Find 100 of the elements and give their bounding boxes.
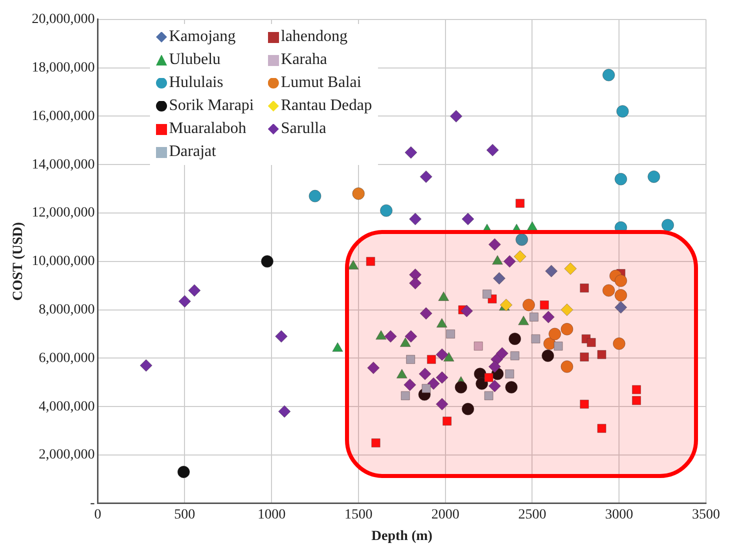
point xyxy=(352,187,365,200)
x-tick-label: 1500 xyxy=(344,507,372,522)
point xyxy=(436,371,448,384)
legend-label: Darajat xyxy=(169,143,216,161)
legend-label: Kamojang xyxy=(169,28,236,46)
point xyxy=(406,354,416,364)
point xyxy=(614,274,628,288)
point xyxy=(462,212,474,226)
legend-label: Sarulla xyxy=(280,120,326,138)
point xyxy=(371,438,380,448)
x-axis-title: Depth (m) xyxy=(371,529,433,544)
point xyxy=(420,307,432,320)
y-tick-label: 14,000,000 xyxy=(32,157,95,172)
point xyxy=(500,298,512,312)
point xyxy=(404,330,418,343)
point xyxy=(188,284,201,297)
x-tick-label: 3000 xyxy=(605,507,634,522)
y-tick-label: 6,000,000 xyxy=(38,350,95,366)
point xyxy=(602,68,615,82)
point xyxy=(492,272,506,285)
point xyxy=(560,304,574,316)
point xyxy=(366,256,376,266)
point xyxy=(436,318,448,328)
point xyxy=(332,342,344,352)
y-tick-label: - xyxy=(90,496,96,512)
point xyxy=(632,385,641,394)
legend-label: Sorik Marapi xyxy=(169,97,254,115)
point xyxy=(542,350,554,362)
point xyxy=(518,316,529,326)
point xyxy=(308,190,322,202)
point xyxy=(548,328,562,340)
x-tick-label: 2000 xyxy=(431,507,460,522)
x-tick-label: 3500 xyxy=(692,507,720,522)
legend-label: Hululais xyxy=(169,74,224,92)
point xyxy=(460,304,473,318)
y-tick-label: 8,000,000 xyxy=(38,302,95,318)
legend-label: lahendong xyxy=(280,28,348,46)
point xyxy=(597,350,606,360)
point xyxy=(409,212,422,226)
point xyxy=(580,352,589,362)
point xyxy=(482,290,492,299)
point xyxy=(602,284,615,297)
legend-label: Ulubelu xyxy=(169,51,221,69)
point xyxy=(426,354,436,364)
point xyxy=(531,334,540,344)
point xyxy=(436,398,448,410)
point xyxy=(488,238,501,251)
point xyxy=(384,330,397,343)
point xyxy=(648,170,660,183)
y-tick-label: 18,000,000 xyxy=(32,60,95,76)
point xyxy=(422,384,431,393)
point xyxy=(476,377,488,390)
point xyxy=(278,405,291,418)
point xyxy=(376,330,386,340)
point xyxy=(177,466,190,478)
point xyxy=(462,402,474,416)
point xyxy=(662,218,674,232)
point xyxy=(632,396,641,406)
point xyxy=(140,359,152,372)
point xyxy=(522,298,536,312)
point xyxy=(516,198,525,208)
point xyxy=(514,250,526,263)
x-tick-label: 1000 xyxy=(258,507,286,522)
point xyxy=(580,284,589,293)
point xyxy=(178,295,191,308)
point xyxy=(442,416,452,426)
point xyxy=(505,380,518,394)
point xyxy=(614,289,628,302)
legend-label: Rantau Dedap xyxy=(280,97,372,115)
x-tick-label: 2500 xyxy=(518,507,546,522)
point xyxy=(540,300,549,310)
point xyxy=(597,424,606,433)
point xyxy=(420,170,432,183)
point xyxy=(508,332,522,346)
point xyxy=(529,312,538,322)
point xyxy=(275,330,288,343)
point xyxy=(427,377,440,390)
point xyxy=(450,110,462,122)
point xyxy=(554,342,563,351)
point xyxy=(409,276,422,290)
point xyxy=(484,391,494,400)
point xyxy=(516,233,528,246)
legend-label: Lumut Balai xyxy=(280,74,362,92)
point xyxy=(486,144,499,156)
point xyxy=(380,204,393,217)
x-tick-label: 500 xyxy=(174,507,196,522)
point xyxy=(367,362,380,374)
y-axis-title: COST (USD) xyxy=(11,222,26,301)
legend-label: Karaha xyxy=(280,51,328,69)
point xyxy=(586,338,596,347)
point xyxy=(510,351,520,360)
point xyxy=(488,360,501,373)
point xyxy=(400,391,410,400)
point xyxy=(474,342,483,351)
point xyxy=(560,322,574,336)
point xyxy=(616,105,629,118)
point xyxy=(542,310,555,324)
y-tick-label: 10,000,000 xyxy=(32,254,95,270)
point xyxy=(560,360,574,373)
point xyxy=(404,378,416,392)
